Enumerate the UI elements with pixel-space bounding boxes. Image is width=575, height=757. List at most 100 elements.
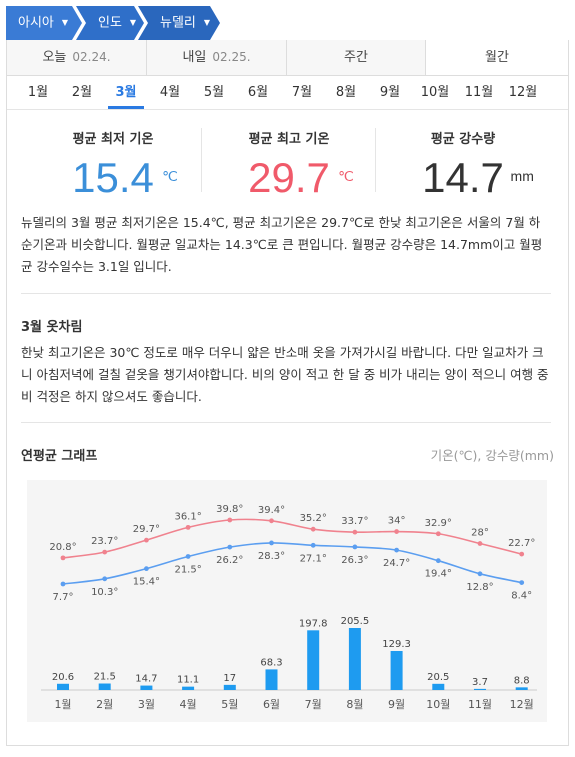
max-temp-point <box>60 555 66 561</box>
stat-rain: 평균 강수량 14.7 mm <box>377 128 549 201</box>
min-temp-label: 26.3° <box>341 555 368 566</box>
tab-label: 내일 <box>182 50 207 65</box>
max-temp-point <box>477 541 483 546</box>
tab-period[interactable]: 주간 <box>287 40 426 75</box>
stat-min-value: 15.4 ℃ <box>72 154 178 201</box>
stat-divider <box>201 128 202 192</box>
rain-bar <box>432 683 445 690</box>
max-temp-point <box>144 537 149 543</box>
x-tick-label: 3월 <box>138 698 155 711</box>
tab-month[interactable]: 9월 <box>379 85 401 100</box>
breadcrumb-item[interactable]: 인도 ▼ <box>76 6 144 40</box>
caret-down-icon: ▼ <box>129 18 137 27</box>
month-summary: 뉴델리의 3월 평균 최저기온은 15.4℃, 평균 최고기온은 29.7℃로 … <box>21 215 543 274</box>
min-temp-point <box>435 558 441 564</box>
max-temp-point <box>227 517 233 523</box>
rain-bar <box>515 687 528 690</box>
rain-bar <box>348 628 361 690</box>
stat-rain-value: 14.7 mm <box>422 154 534 201</box>
min-temp-label: 19.4° <box>425 569 452 580</box>
x-tick-label: 9월 <box>388 698 405 711</box>
clothing-text: 한낮 최고기온은 30℃ 정도로 매우 더우니 얇은 반소매 옷을 가져가시길 … <box>21 345 549 404</box>
rain-bar <box>474 688 486 690</box>
min-temp-point <box>352 544 358 550</box>
max-temp-point <box>269 518 274 524</box>
max-temp-label: 29.7° <box>133 524 160 535</box>
stat-min-title: 평균 최저 기온 <box>72 132 154 147</box>
weather-panel: 오늘 02.24. 내일 02.25. 주간 월간 1월 2월 3월 4월 5월 6월 7월 8월 9월 1… <box>6 40 569 746</box>
max-temp-label: 39.8° <box>216 504 243 515</box>
min-temp-label: 24.7° <box>383 558 410 569</box>
stat-rain-unit: mm <box>510 168 534 184</box>
tab-month[interactable]: 2월 <box>71 85 93 100</box>
breadcrumb-item[interactable]: 뉴델리 ▼ <box>138 6 220 40</box>
min-temp-label: 8.4° <box>511 591 532 602</box>
max-temp-label: 33.7° <box>341 516 368 527</box>
min-temp-point <box>144 566 149 572</box>
tab-month[interactable]: 12월 <box>508 85 538 100</box>
min-temp-label: 27.1° <box>300 553 327 564</box>
tab-month[interactable]: 7월 <box>291 85 313 100</box>
tab-month[interactable]: 5월 <box>203 85 225 100</box>
tab-label: 주간 <box>344 50 368 65</box>
caret-down-icon: ▼ <box>203 18 211 27</box>
rain-bar-label: 197.8 <box>299 618 328 629</box>
breadcrumb-item[interactable]: 아시아 ▼ <box>6 6 82 40</box>
stat-rain-title: 평균 강수량 <box>430 132 496 147</box>
max-temp-point <box>435 531 441 537</box>
breadcrumb-label: 인도 <box>98 15 122 31</box>
min-temp-label: 21.5° <box>174 564 201 575</box>
tab-label: 월간 <box>485 50 509 65</box>
stat-max-value: 29.7 ℃ <box>248 154 354 201</box>
x-tick-label: 7월 <box>305 698 322 711</box>
rain-bar-label: 68.3 <box>260 657 282 668</box>
min-temp-point <box>227 544 233 550</box>
rain-bar-label: 3.7 <box>472 677 488 688</box>
rain-bar <box>307 630 320 690</box>
min-temp-point <box>477 571 483 577</box>
min-temp-line <box>62 542 522 585</box>
month-tabs: 1월 2월 3월 4월 5월 6월 7월 8월 9월 10월 11월 12월 <box>7 76 568 110</box>
tab-period[interactable]: 월간 <box>426 40 568 75</box>
tab-period[interactable]: 내일 02.25. <box>147 40 287 75</box>
max-temp-point <box>310 526 316 532</box>
max-temp-label: 39.4° <box>258 505 285 516</box>
tab-month[interactable]: 8월 <box>335 85 357 100</box>
stat-min-unit: ℃ <box>162 168 178 184</box>
rain-bar <box>182 686 195 690</box>
x-tick-label: 10월 <box>426 698 450 711</box>
rain-bar-label: 20.6 <box>52 672 74 683</box>
tab-month[interactable]: 3월 <box>108 76 144 109</box>
max-temp-label: 28° <box>471 528 489 539</box>
max-temp-line <box>62 518 522 559</box>
annual-chart-svg: 20.8° 23.7° 29.7° 36.1° 39.8° 39.4° 35.2° 33.7°… <box>41 504 537 711</box>
tab-date: 02.24. <box>72 50 111 64</box>
tab-month[interactable]: 4월 <box>159 85 181 100</box>
x-tick-label: 1월 <box>54 698 71 711</box>
min-temp-label: 7.7° <box>53 592 74 603</box>
divider <box>21 293 551 294</box>
breadcrumb-label: 아시아 <box>18 15 54 31</box>
x-tick-label: 11월 <box>468 698 492 711</box>
tab-period[interactable]: 오늘 02.24. <box>7 40 147 75</box>
min-temp-point <box>310 542 316 548</box>
tab-month[interactable]: 10월 <box>420 85 450 100</box>
tab-label: 오늘 <box>42 50 67 65</box>
tab-month[interactable]: 6월 <box>247 85 269 100</box>
max-temp-label: 32.9° <box>425 518 452 529</box>
tab-month[interactable]: 11월 <box>464 85 494 100</box>
x-tick-label: 4월 <box>180 698 197 711</box>
divider <box>21 422 551 423</box>
max-temp-label: 35.2° <box>300 513 327 524</box>
graph-legend: 기온(℃), 강수량(mm) <box>430 448 554 463</box>
max-temp-label: 22.7° <box>508 538 535 549</box>
rain-bar <box>98 683 111 690</box>
rain-bar <box>57 683 69 690</box>
tab-month[interactable]: 1월 <box>27 85 49 100</box>
x-tick-label: 5월 <box>221 698 238 711</box>
stat-divider <box>375 128 376 192</box>
min-temp-label: 26.2° <box>216 555 243 566</box>
rain-bar-label: 17 <box>223 673 236 684</box>
min-temp-point <box>185 554 191 559</box>
stat-max-title: 평균 최고 기온 <box>248 132 330 147</box>
